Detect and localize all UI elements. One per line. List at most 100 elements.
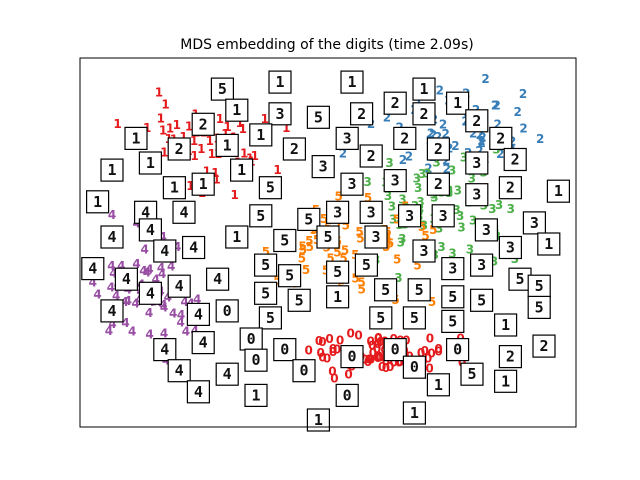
digit-label-5: 5 [302,263,310,277]
digit-label-0: 0 [367,352,375,366]
thumbnail-digit: 2 [357,105,366,123]
thumbnail-digit: 1 [544,235,553,253]
digit-thumbnail: 1 [306,408,330,432]
digit-label-5: 5 [262,245,270,259]
digit-thumbnail: 1 [162,176,186,200]
thumbnail-frame [412,239,436,263]
digit-label-0: 0 [317,346,325,360]
digit-thumbnail: 1 [191,172,215,196]
thumbnail-digit: 5 [477,291,486,309]
thumbnail-digit: 0 [280,341,289,359]
thumbnail-digit: 4 [122,270,131,288]
digit-thumbnail: 5 [273,228,297,253]
thumbnail-frame [474,218,498,242]
thumbnail-digit: 1 [93,193,102,211]
digit-label-5: 5 [305,234,313,248]
thumbnail-frame [494,313,518,337]
digit-label-4: 4 [143,266,151,280]
digit-label-1: 1 [113,117,121,131]
digit-label-3: 3 [398,232,406,246]
thumbnail-digit: 3 [333,203,342,221]
thumbnail-frame [498,345,522,369]
digit-label-4: 4 [181,295,189,309]
digit-label-0: 0 [318,350,326,364]
digit-label-4: 4 [121,316,129,330]
thumbnail-frame [278,264,302,288]
thumbnail-frame [282,137,306,161]
digit-label-0: 0 [382,361,390,375]
thumbnail-frame [225,225,249,249]
thumbnail-digit: 1 [146,154,155,172]
digit-thumbnail: 2 [489,126,513,151]
thumbnail-digit: 1 [419,80,428,98]
thumbnail-frame [268,70,292,94]
digit-label-0: 0 [421,344,429,358]
digit-label-4: 4 [193,292,201,306]
digit-thumbnail: 4 [206,267,230,291]
digit-label-2: 2 [519,87,527,101]
digit-thumbnail: 1 [412,77,436,101]
digit-label-4: 4 [160,327,168,341]
digit-label-3: 3 [456,209,464,223]
digit-thumbnail: 0 [446,338,470,362]
thumbnail-frame [393,126,417,151]
digit-thumbnail: 5 [407,278,431,302]
digit-label-0: 0 [373,342,381,356]
digit-label-5: 5 [418,220,426,234]
digit-label-5: 5 [351,272,359,286]
digit-label-2: 2 [476,128,484,142]
thumbnail-digit: 3 [477,256,486,274]
digit-label-4: 4 [105,324,113,338]
digit-thumbnail: 4 [153,338,177,362]
thumbnail-digit: 5 [515,270,524,288]
thumbnail-digit: 0 [299,362,308,380]
thumbnail-digit: 2 [496,129,505,147]
thumbnail-frame [297,207,321,231]
digit-thumbnail: 2 [393,126,417,151]
thumbnail-frame [172,200,196,224]
chart-title: MDS embedding of the digits (time 2.09s) [180,37,473,53]
thumbnail-digit: 1 [232,228,241,246]
digit-thumbnail: 3 [398,204,422,228]
digit-label-1: 1 [186,179,194,193]
digit-thumbnail: 3 [359,200,383,224]
digit-thumbnail: 2 [532,334,556,358]
digit-thumbnail: 0 [402,355,426,379]
digit-label-3: 3 [389,212,397,226]
thumbnail-frame [465,151,489,175]
digit-label-0: 0 [374,351,382,365]
thumbnail-digit: 3 [347,175,356,193]
digit-label-0: 0 [424,351,432,365]
digit-label-2: 2 [493,99,501,113]
thumbnail-frame [426,373,450,397]
thumbnail-frame [350,102,374,126]
digit-label-4: 4 [124,294,132,308]
digit-thumbnail: 2 [167,137,191,161]
thumbnail-digit: 0 [347,348,356,366]
digit-label-0: 0 [427,347,435,361]
digit-thumbnail: 1 [225,225,249,249]
thumbnail-frame [162,176,186,200]
thumbnail-frame [153,239,177,263]
thumbnail-digit: 3 [472,186,481,204]
digit-label-1: 1 [159,124,167,138]
digit-label-5: 5 [299,243,307,257]
thumbnail-frame [225,98,249,122]
digit-thumbnail: 1 [426,373,450,397]
thumbnail-frame [359,200,383,224]
digit-label-4: 4 [159,230,167,244]
thumbnail-digit: 1 [251,386,260,404]
digit-label-0: 0 [374,337,382,351]
thumbnail-frame [249,123,273,147]
digit-thumbnail: 4 [186,302,210,326]
digit-label-5: 5 [335,190,343,204]
thumbnail-frame [100,158,124,182]
digit-thumbnail: 1 [230,158,254,182]
digit-label-3: 3 [385,156,393,170]
thumbnail-frame [85,190,110,214]
thumbnail-digit: 5 [304,210,313,228]
thumbnail-digit: 2 [419,105,428,123]
thumbnail-digit: 3 [472,154,481,172]
digit-label-2: 2 [427,126,435,140]
thumbnail-frame [460,362,484,386]
